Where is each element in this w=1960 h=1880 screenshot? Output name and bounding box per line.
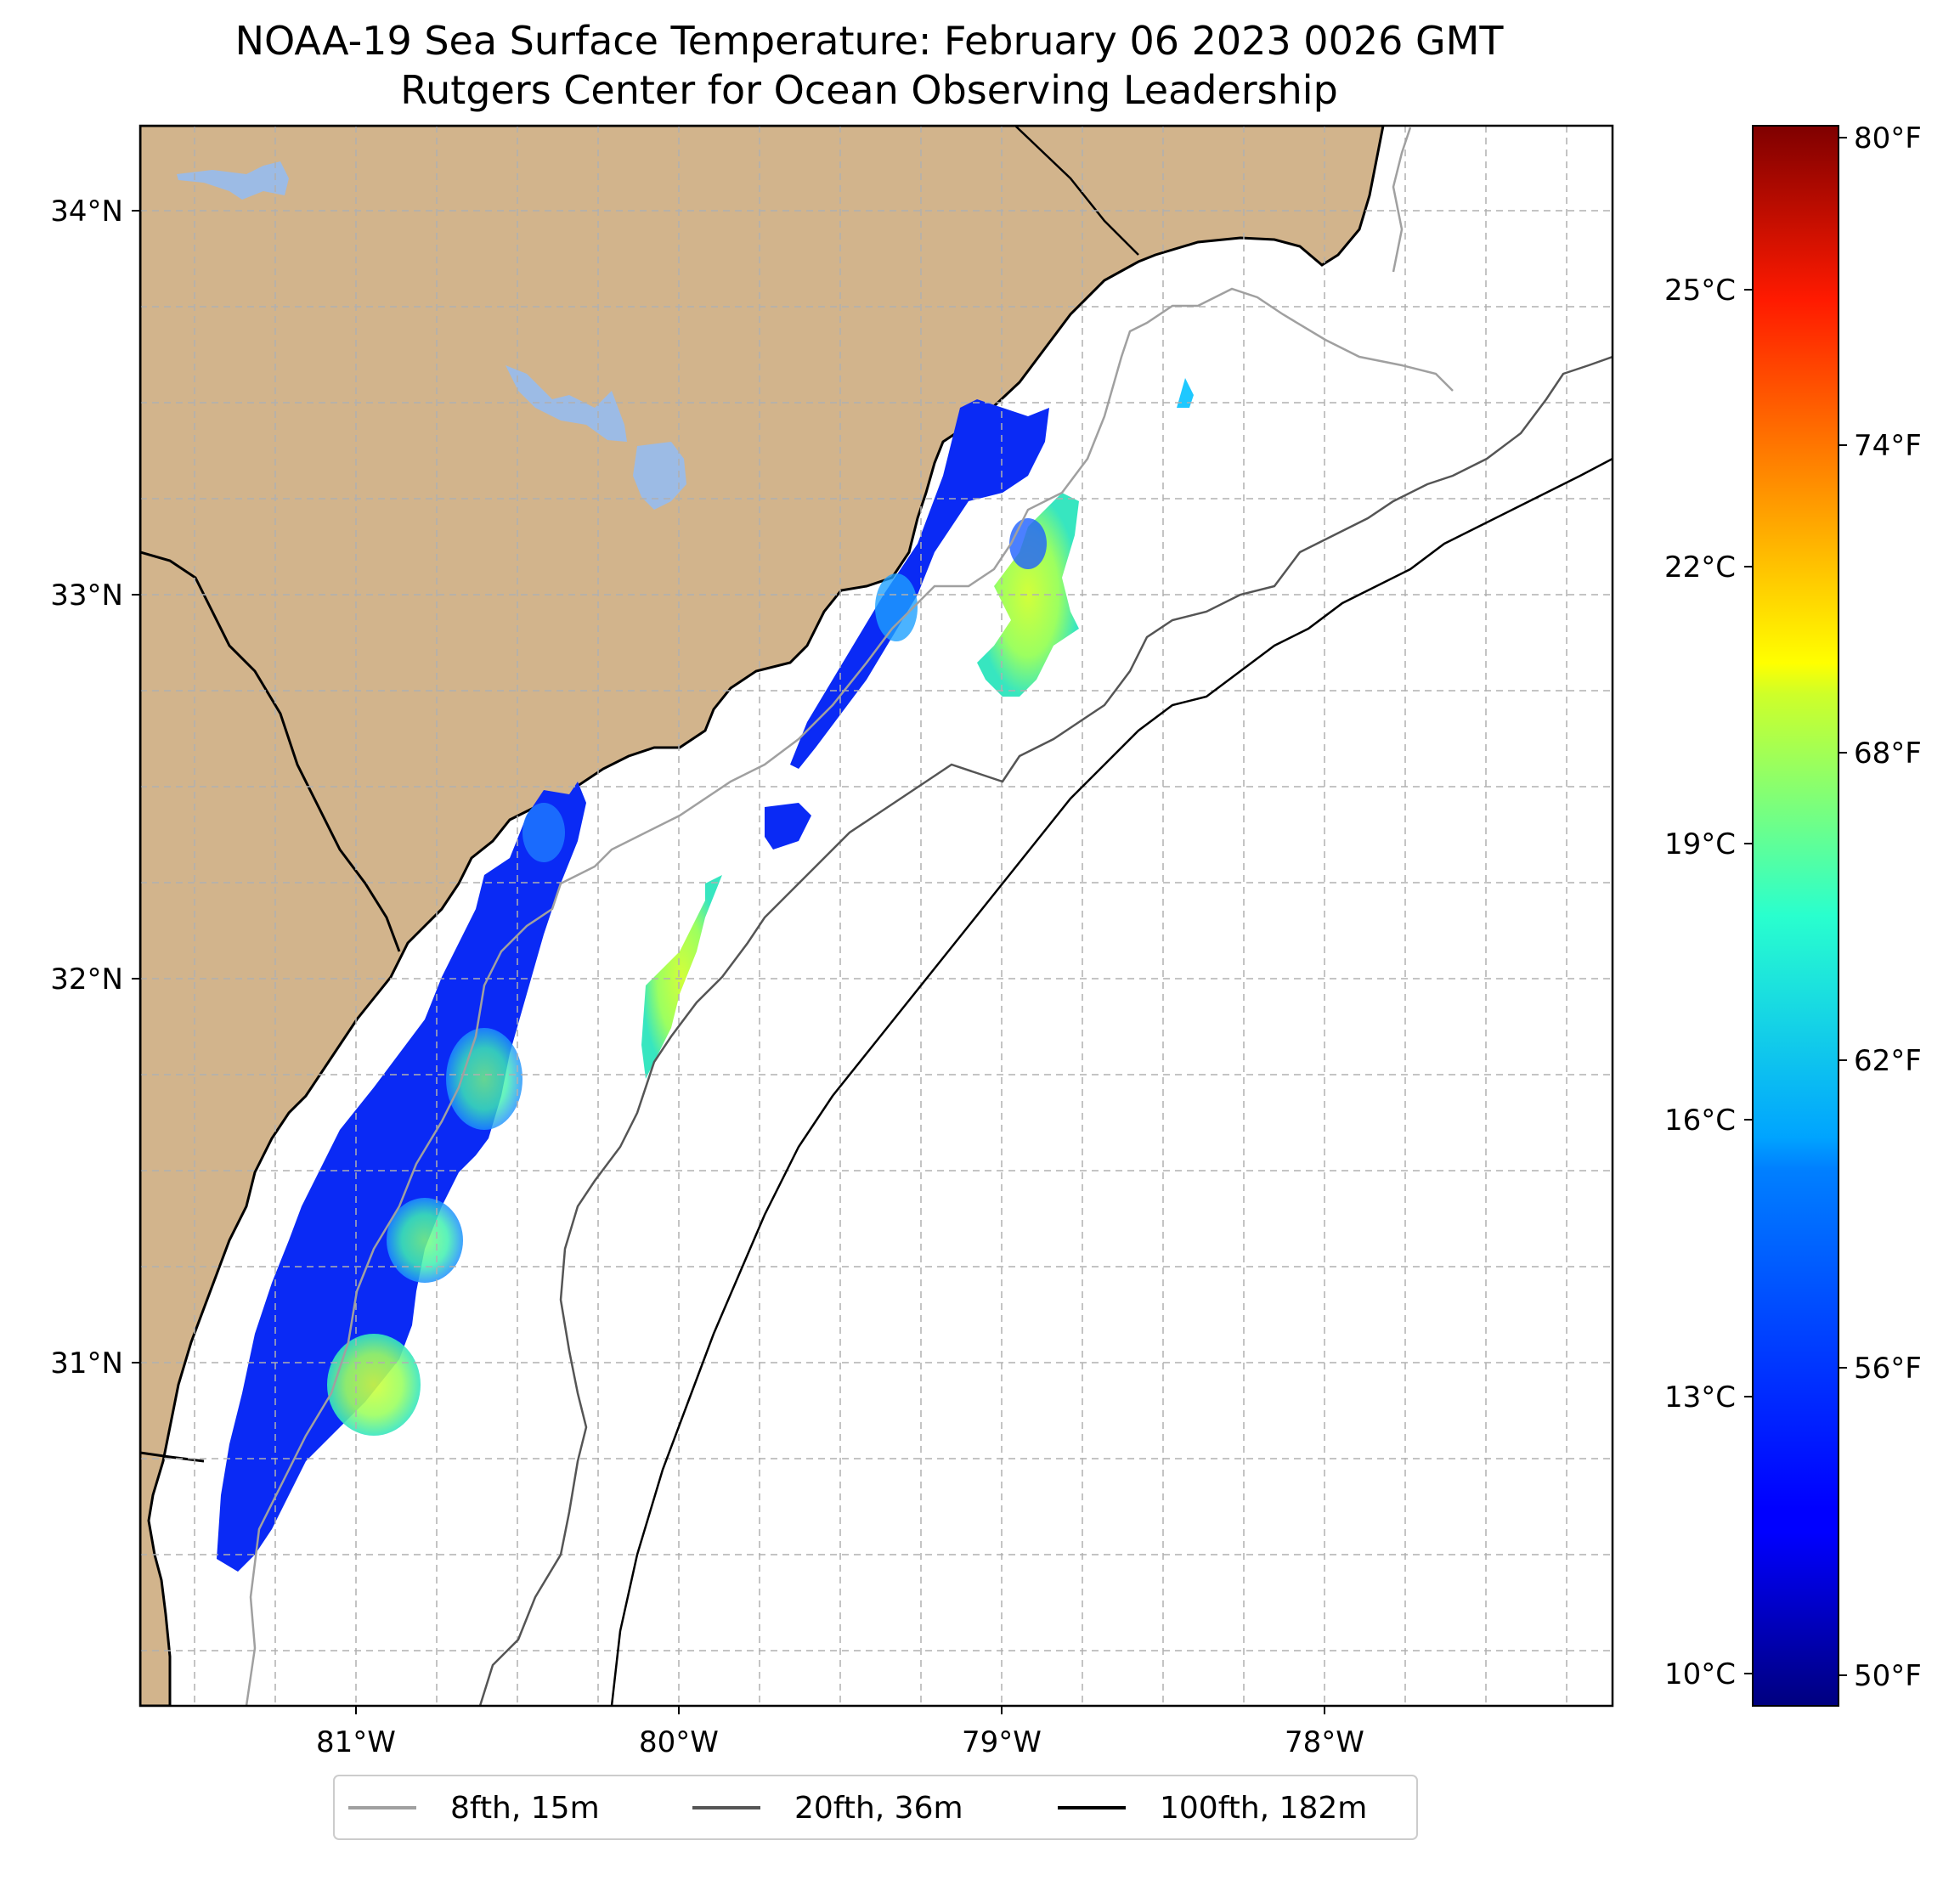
map-area [140, 126, 1613, 1706]
state-boundary-nc-sc [1014, 126, 1139, 256]
sst-warm-spot [446, 1028, 522, 1130]
sst-warm-spot [1009, 518, 1047, 569]
contour-8fth-north [1392, 127, 1412, 273]
legend-label-8fth: 8fth, 15m [450, 1791, 600, 1826]
sst-patch-offshore-2 [765, 803, 811, 850]
colorbar-celsius-label: 13°C [1664, 1380, 1736, 1414]
colorbar-celsius-label: 16°C [1664, 1104, 1736, 1138]
colorbar-fahrenheit-label: 80°F [1854, 121, 1922, 155]
colorbar-celsius-label: 25°C [1664, 274, 1736, 308]
colorbar-fahrenheit-label: 62°F [1854, 1044, 1922, 1078]
contour-100fth [610, 457, 1613, 1706]
lon-tick-label: 79°W [962, 1725, 1042, 1759]
lon-tick-label: 81°W [316, 1725, 396, 1759]
sst-warm-spot [522, 803, 565, 862]
legend-label-100fth: 100fth, 182m [1160, 1791, 1367, 1826]
colorbar-celsius-label: 19°C [1664, 827, 1736, 861]
contour-8fth [245, 287, 1454, 1706]
lat-tick-label: 33°N [50, 579, 123, 613]
sst-patch-offshore-1 [641, 875, 722, 1079]
state-boundary [140, 550, 401, 952]
colorbar-fahrenheit-label: 74°F [1854, 429, 1922, 463]
colorbar-fahrenheit-label: 56°F [1854, 1352, 1922, 1386]
lake-1 [177, 161, 289, 200]
colorbar-celsius-label: 10°C [1664, 1657, 1736, 1691]
legend-label-20fth: 20fth, 36m [794, 1791, 963, 1826]
lon-ticks: 81°W 80°W 79°W 78°W [316, 1706, 1364, 1759]
colorbar-fahrenheit-label: 68°F [1854, 737, 1922, 771]
lat-ticks: 34°N 33°N 32°N 31°N [50, 195, 140, 1380]
sst-warm-spot [875, 573, 918, 641]
lat-tick-label: 34°N [50, 195, 123, 229]
lat-tick-label: 32°N [50, 963, 123, 996]
lon-tick-label: 78°W [1285, 1725, 1364, 1759]
colorbar-fahrenheit-ticks: 80°F 74°F 68°F 62°F 56°F 50°F [1839, 121, 1922, 1693]
lon-tick-label: 80°W [639, 1725, 719, 1759]
gridlines [140, 126, 1613, 1706]
sst-warm-spot [387, 1198, 463, 1283]
sst-patch-georgia [217, 782, 586, 1572]
state-boundary-ga-fl [140, 1451, 205, 1463]
legend: 8fth, 15m 20fth, 36m 100fth, 182m [333, 1775, 1418, 1840]
contour-20fth [478, 355, 1613, 1706]
sst-patch-offshore-3 [977, 493, 1079, 697]
title-line-2: Rutgers Center for Ocean Observing Leade… [400, 67, 1338, 113]
legend-box [333, 1775, 1418, 1840]
colorbar-celsius-label: 22°C [1664, 550, 1736, 584]
title-line-1: NOAA-19 Sea Surface Temperature: Februar… [235, 18, 1505, 64]
sst-patch-offshore-4 [1177, 378, 1194, 408]
sst-warm-spot [327, 1334, 421, 1436]
lake-3 [633, 442, 686, 510]
lat-tick-label: 31°N [50, 1346, 123, 1380]
map-frame [138, 124, 1614, 1708]
land [140, 126, 1385, 1706]
colorbar-celsius-ticks: 25°C 22°C 19°C 16°C 13°C 10°C [1664, 274, 1753, 1691]
colorbar-fahrenheit-label: 50°F [1854, 1659, 1922, 1693]
colorbar [1752, 125, 1839, 1707]
lake-2 [506, 365, 627, 442]
